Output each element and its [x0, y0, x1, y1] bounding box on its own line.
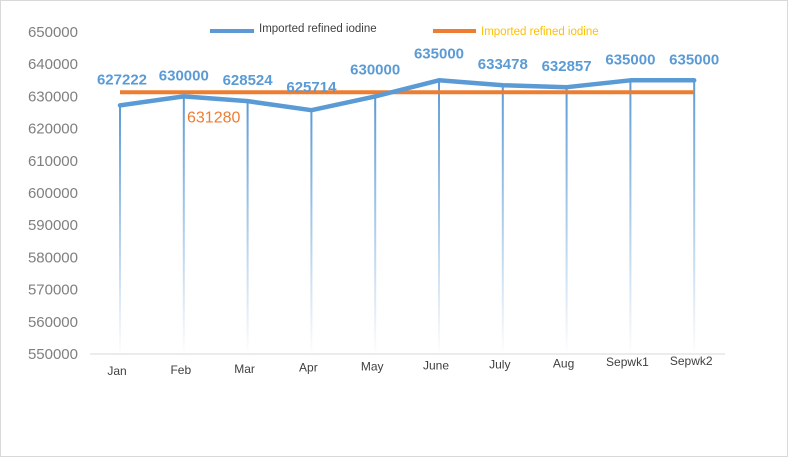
y-tick-label: 630000 [28, 88, 78, 105]
y-tick-label: 560000 [28, 314, 78, 331]
legend-label-orange: Imported refined iodine [481, 26, 599, 38]
drop-line [182, 96, 185, 357]
series-line-blue [117, 78, 697, 113]
x-tick-label: Jan [107, 364, 126, 378]
y-tick-label: 570000 [28, 282, 78, 299]
x-tick-label: June [423, 359, 449, 373]
data-label: 627222 [97, 71, 147, 88]
data-label: 630000 [350, 61, 400, 78]
x-tick-label: Apr [299, 361, 318, 375]
data-labels: 627222 630000 628524 625714 630000 635000 6334… [97, 45, 719, 126]
drop-line [438, 80, 440, 357]
x-tick-label: May [361, 360, 384, 374]
drop-lines [119, 80, 696, 357]
y-tick-label: 550000 [28, 346, 78, 363]
drop-line [374, 96, 377, 357]
legend-label-blue: Imported refined iodine [259, 23, 377, 35]
legend: Imported refined iodine Imported refined … [210, 23, 599, 38]
y-tick-label: 610000 [28, 153, 78, 170]
chart-frame [0, 0, 788, 457]
x-tick-label: Sepwk1 [606, 355, 649, 369]
x-tick-label: Aug [553, 356, 574, 370]
y-tick-label: 600000 [28, 185, 78, 202]
drop-line [565, 87, 568, 356]
data-label: 635000 [669, 51, 719, 68]
x-tick-label: Mar [234, 362, 255, 376]
data-label: 632857 [542, 58, 592, 75]
data-label-average: 631280 [187, 109, 240, 126]
drop-line [119, 105, 121, 357]
drop-line [310, 110, 313, 356]
x-tick-label: July [489, 357, 510, 371]
y-tick-label: 650000 [28, 24, 78, 41]
data-label: 633478 [478, 56, 528, 73]
drop-line [629, 80, 632, 357]
x-axis: Jan Feb Mar Apr May June July Aug Sepwk1 Sepwk2 [107, 354, 713, 378]
x-tick-label: Sepwk2 [670, 354, 713, 368]
drop-line [693, 80, 696, 357]
y-tick-label: 590000 [28, 217, 78, 234]
data-label: 635000 [414, 45, 464, 62]
y-axis: 650000 640000 630000 620000 610000 600000 5900… [28, 24, 78, 363]
data-label: 630000 [159, 67, 209, 84]
y-tick-label: 580000 [28, 249, 78, 266]
drop-line [246, 101, 249, 357]
y-tick-label: 640000 [28, 56, 78, 73]
data-label: 628524 [223, 72, 274, 89]
series-lines [117, 78, 697, 113]
x-tick-label: Feb [170, 363, 191, 377]
drop-line [501, 85, 504, 357]
y-tick-label: 620000 [28, 121, 78, 138]
data-label: 635000 [605, 51, 655, 68]
data-label: 625714 [286, 79, 337, 96]
